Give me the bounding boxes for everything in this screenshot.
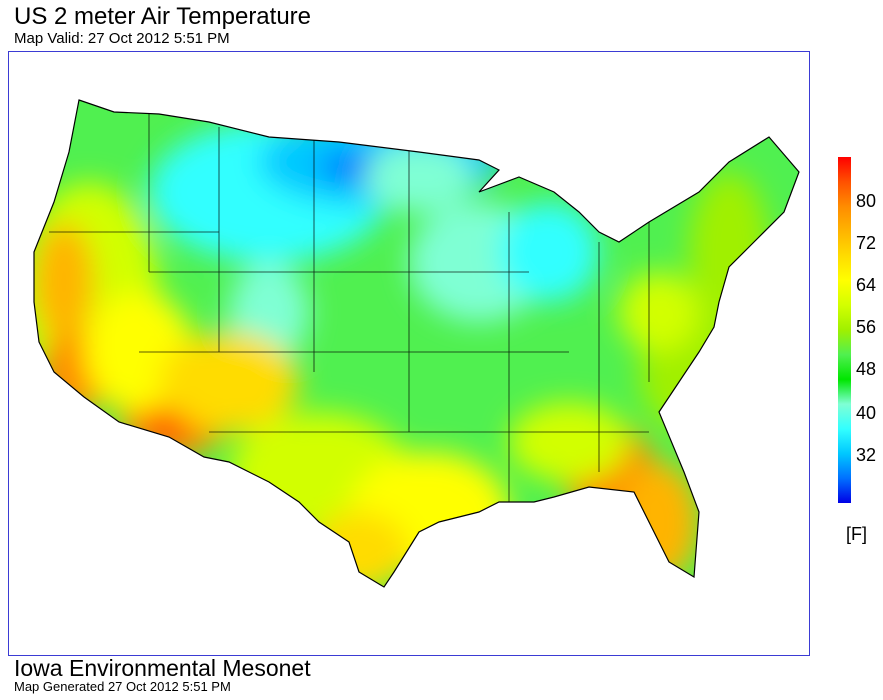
colorbar-tick-label: 80: [856, 191, 877, 211]
temperature-unit: [F]: [846, 524, 867, 544]
colorbar-tick-label: 32: [856, 445, 877, 465]
colorbar-tick-label: 72: [856, 233, 877, 253]
footer-generated-time: Map Generated 27 Oct 2012 5:51 PM: [14, 679, 231, 694]
map-valid-time: Map Valid: 27 Oct 2012 5:51 PM: [14, 30, 230, 47]
colorbar-tick-label: 64: [856, 275, 877, 295]
us-outline: [33, 99, 800, 588]
map-frame[interactable]: [8, 51, 810, 656]
colorbar-tick-label: 48: [856, 359, 877, 379]
map-title: US 2 meter Air Temperature: [14, 3, 312, 30]
temperature-map: [33, 99, 800, 588]
colorbar-tick-label: 40: [856, 403, 877, 423]
footer-organization: Iowa Environmental Mesonet: [14, 655, 311, 681]
colorbar-tick-label: 56: [856, 317, 877, 337]
temperature-colorbar: [838, 157, 851, 503]
